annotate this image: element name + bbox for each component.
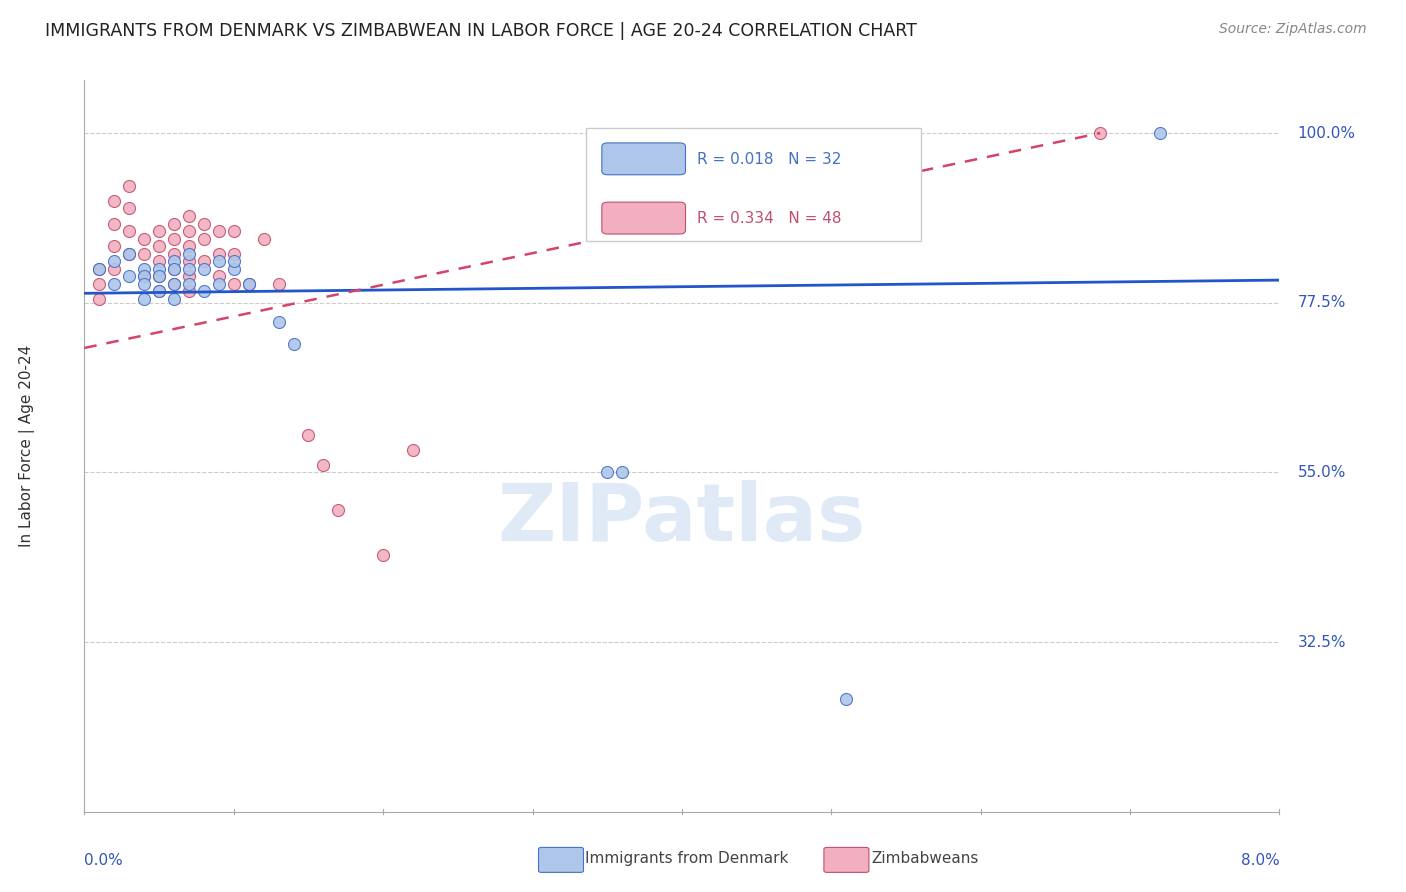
Point: [163, 254, 186, 268]
Text: 8.0%: 8.0%: [1240, 853, 1279, 868]
Point: [132, 269, 156, 284]
Point: [132, 292, 156, 306]
Point: [208, 224, 231, 238]
FancyBboxPatch shape: [602, 202, 686, 234]
Point: [267, 315, 290, 329]
Point: [148, 254, 170, 268]
Text: 0.0%: 0.0%: [84, 853, 124, 868]
Point: [163, 277, 186, 291]
Point: [118, 246, 141, 260]
Text: 55.0%: 55.0%: [1298, 465, 1346, 480]
Point: [193, 232, 215, 246]
Point: [148, 285, 170, 299]
Point: [177, 209, 200, 223]
Point: [253, 232, 276, 246]
Point: [1149, 126, 1171, 140]
Point: [118, 224, 141, 238]
Point: [328, 503, 350, 517]
Point: [148, 261, 170, 276]
Text: Immigrants from Denmark: Immigrants from Denmark: [585, 851, 789, 865]
Point: [89, 261, 111, 276]
Point: [222, 254, 245, 268]
Point: [297, 427, 319, 442]
Point: [132, 277, 156, 291]
Point: [163, 261, 186, 276]
Text: 77.5%: 77.5%: [1298, 295, 1346, 310]
Point: [238, 277, 260, 291]
Text: 32.5%: 32.5%: [1298, 634, 1346, 649]
Point: [148, 269, 170, 284]
Point: [596, 466, 619, 480]
Point: [208, 277, 231, 291]
Point: [612, 466, 634, 480]
Point: [89, 261, 111, 276]
Point: [89, 277, 111, 291]
Point: [89, 292, 111, 306]
Point: [103, 194, 125, 208]
Point: [222, 224, 245, 238]
Point: [222, 246, 245, 260]
Point: [163, 261, 186, 276]
Text: Source: ZipAtlas.com: Source: ZipAtlas.com: [1219, 22, 1367, 37]
Point: [283, 337, 305, 351]
Point: [238, 277, 260, 291]
Point: [118, 269, 141, 284]
Point: [177, 277, 200, 291]
Point: [103, 261, 125, 276]
Text: Zimbabweans: Zimbabweans: [872, 851, 979, 865]
Text: In Labor Force | Age 20-24: In Labor Force | Age 20-24: [20, 345, 35, 547]
Point: [222, 261, 245, 276]
Point: [163, 292, 186, 306]
Point: [177, 254, 200, 268]
Point: [267, 277, 290, 291]
Point: [177, 261, 200, 276]
Point: [208, 254, 231, 268]
Point: [193, 285, 215, 299]
Point: [1090, 126, 1112, 140]
Point: [148, 224, 170, 238]
Point: [118, 246, 141, 260]
Point: [163, 232, 186, 246]
Point: [148, 285, 170, 299]
Point: [193, 217, 215, 231]
Point: [132, 246, 156, 260]
Point: [222, 277, 245, 291]
Point: [118, 202, 141, 216]
Text: R = 0.018   N = 32: R = 0.018 N = 32: [697, 152, 842, 167]
Point: [103, 277, 125, 291]
Text: R = 0.334   N = 48: R = 0.334 N = 48: [697, 211, 842, 227]
Point: [132, 261, 156, 276]
Point: [132, 269, 156, 284]
Point: [103, 239, 125, 253]
Point: [193, 254, 215, 268]
Point: [132, 232, 156, 246]
Point: [177, 269, 200, 284]
Point: [177, 224, 200, 238]
Point: [148, 239, 170, 253]
Point: [118, 178, 141, 193]
FancyBboxPatch shape: [602, 143, 686, 175]
FancyBboxPatch shape: [586, 128, 921, 241]
Point: [208, 269, 231, 284]
Point: [163, 277, 186, 291]
Point: [177, 246, 200, 260]
Text: ZIPatlas: ZIPatlas: [498, 480, 866, 558]
Point: [103, 217, 125, 231]
Point: [312, 458, 335, 472]
Point: [163, 246, 186, 260]
Point: [208, 246, 231, 260]
Point: [373, 549, 395, 563]
Point: [177, 239, 200, 253]
Point: [148, 269, 170, 284]
Text: IMMIGRANTS FROM DENMARK VS ZIMBABWEAN IN LABOR FORCE | AGE 20-24 CORRELATION CHA: IMMIGRANTS FROM DENMARK VS ZIMBABWEAN IN…: [45, 22, 917, 40]
Point: [177, 285, 200, 299]
Point: [103, 254, 125, 268]
Point: [163, 217, 186, 231]
Point: [193, 261, 215, 276]
Text: 100.0%: 100.0%: [1298, 126, 1355, 141]
Point: [402, 442, 425, 457]
Point: [835, 691, 858, 706]
